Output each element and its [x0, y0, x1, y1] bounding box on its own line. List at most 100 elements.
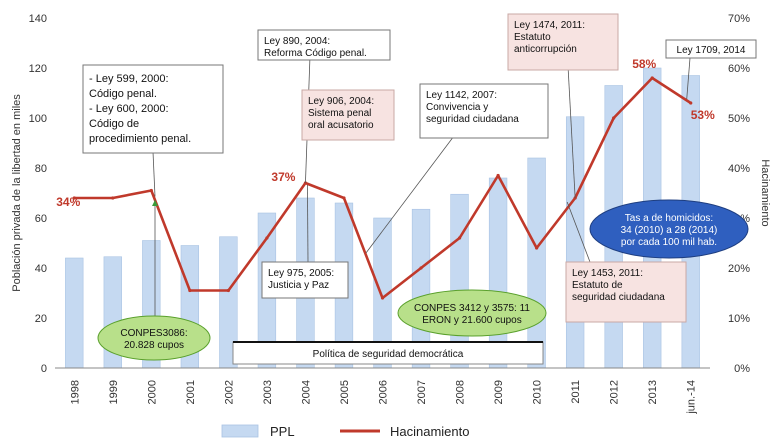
point-hacinamiento-2013 — [650, 76, 654, 80]
annotation-ley599-line: - Ley 599, 2000: — [89, 73, 169, 85]
annotation-conpes3086-line: 20.828 cupos — [124, 340, 184, 351]
annotation-ley906-line: Sistema penal — [308, 108, 371, 119]
x-tick-label: 2010 — [532, 380, 544, 404]
arrowhead — [152, 200, 158, 206]
x-tick-label: 2007 — [416, 380, 428, 404]
y-tick-label: 100 — [29, 113, 47, 125]
point-hacinamiento-2007 — [419, 266, 423, 270]
annotation-ley599-line: - Ley 600, 2000: — [89, 103, 169, 115]
annotation-ley1474-line: anticorrupción — [514, 44, 577, 55]
y-tick-label: 0 — [41, 363, 47, 375]
x-tick-label: 2009 — [493, 380, 505, 404]
point-hacinamiento-2009 — [496, 173, 500, 178]
y2-tick-label: 50% — [728, 113, 750, 125]
annotation-connector — [365, 127, 461, 254]
x-tick-label: 2013 — [647, 380, 659, 404]
annotation-ley1709-box — [665, 39, 757, 59]
annotation-conpes3086: CONPES3086:20.828 cupos — [97, 315, 211, 361]
annotation-ley906-line: Ley 906, 2004: — [308, 96, 374, 107]
y-tick-label: 120 — [29, 63, 47, 75]
y2-axis-title: Hacinamiento — [759, 159, 771, 226]
annotation-connector — [567, 65, 576, 199]
annotation-ley599-box — [82, 64, 224, 154]
annotation-ley1142-line: Ley 1142, 2007: — [426, 90, 497, 101]
point-hacinamiento-2002 — [226, 288, 230, 293]
annotation-conpes3412-shape — [397, 289, 547, 337]
y2-tick-label: 70% — [728, 13, 750, 25]
bar-ppl-2010 — [527, 157, 546, 369]
annotation-ley975-line: Justicia y Paz — [268, 280, 329, 291]
annotation-conpes3412-line: ERON y 21.600 cupos — [422, 315, 522, 326]
annotation-connector — [152, 151, 156, 197]
annotation-connector — [686, 57, 691, 100]
y2-tick-label: 60% — [728, 63, 750, 75]
annotation-ley1453-line: Ley 1453, 2011: — [572, 268, 643, 279]
x-tick-label: 2003 — [262, 380, 274, 404]
point-label-53pct: 53% — [691, 108, 715, 122]
legend-swatch-ppl — [221, 424, 259, 438]
annotation-ley906-box — [301, 89, 395, 141]
annotation-ley1453-box — [565, 261, 687, 323]
point-hacinamiento-2001 — [188, 288, 192, 293]
annotation-ley890-line: Ley 890, 2004: — [264, 36, 330, 47]
point-label-37pct: 37% — [271, 170, 295, 184]
x-tick-label: 2011 — [570, 380, 582, 404]
annotation-ley1142-line: Convivencia y — [426, 102, 488, 113]
legend-label-hacinamiento: Hacinamiento — [390, 424, 470, 439]
point-hacinamiento-2008 — [457, 236, 462, 240]
annotation-ley599: - Ley 599, 2000: Código penal. - Ley 600, … — [82, 64, 224, 154]
annotation-ley890-box — [257, 29, 391, 61]
annotation-ley1142-box — [419, 83, 549, 139]
annotation-ley975: Ley 975, 2005:Justicia y Paz — [261, 261, 349, 299]
annotation-homicidios-shape — [589, 199, 749, 259]
annotation-conpes3412-line: CONPES 3412 y 3575: 11 — [414, 303, 530, 314]
annotation-ley1474-line: Estatuto — [514, 32, 551, 43]
annotation-conpes3086-shape — [97, 315, 211, 361]
x-tick-label: 1998 — [69, 380, 81, 404]
point-hacinamiento-2011 — [573, 196, 577, 200]
annotation-ley975-line: Ley 975, 2005: — [268, 268, 334, 279]
annotation-ley1142-line: seguridad ciudadana — [426, 114, 519, 125]
annotation-ley890: Ley 890, 2004:Reforma Código penal. — [257, 29, 391, 61]
annotation-ley906-line: oral acusatorio — [308, 120, 374, 131]
annotation-conpes3086-line: CONPES3086: — [120, 328, 187, 339]
y2-tick-label: 0% — [734, 363, 750, 375]
x-tick-label: 1999 — [108, 380, 120, 404]
point-hacinamiento-1999 — [111, 196, 115, 200]
point-hacinamiento-2003 — [265, 236, 269, 240]
annotation-homicidios-line: por cada 100 mil hab. — [621, 237, 717, 248]
y-tick-label: 20 — [35, 313, 47, 325]
y2-tick-label: 40% — [728, 163, 750, 175]
annotation-politica: Política de seguridad democrática — [232, 341, 544, 365]
annotation-homicidios: Tas a de homicidos:34 (2010) a 28 (2014)… — [589, 199, 749, 259]
x-tick-label: 2000 — [146, 380, 158, 404]
x-tick-label: 2001 — [185, 380, 197, 404]
x-tick-label: 2004 — [300, 380, 312, 404]
annotation-ley1474-box — [507, 13, 619, 71]
x-tick-label: 2006 — [378, 380, 390, 404]
y-axis-title: Población privada de la libertad en mile… — [11, 94, 23, 292]
point-label-34pct: 34% — [56, 195, 80, 209]
annotation-ley975-box — [261, 261, 349, 299]
point-hacinamiento-1998 — [72, 196, 76, 200]
x-tick-label: 2008 — [455, 380, 467, 404]
point-label-58pct: 58% — [632, 57, 656, 71]
y-tick-label: 60 — [35, 213, 47, 225]
legend-label-ppl: PPL — [270, 424, 295, 439]
point-hacinamiento-jun.-14 — [689, 101, 693, 105]
annotation-connector — [566, 201, 591, 263]
annotation-ley1709: Ley 1709, 2014 — [665, 39, 757, 59]
annotation-ley1453-line: Estatuto de — [572, 280, 623, 291]
y-tick-label: 140 — [29, 13, 47, 25]
bar-ppl-1998 — [65, 257, 84, 369]
annotation-ley599-line: procedimiento penal. — [89, 133, 191, 145]
annotation-ley1453-line: seguridad ciudadana — [572, 292, 665, 303]
y-tick-label: 80 — [35, 163, 47, 175]
point-hacinamiento-2010 — [535, 246, 539, 250]
